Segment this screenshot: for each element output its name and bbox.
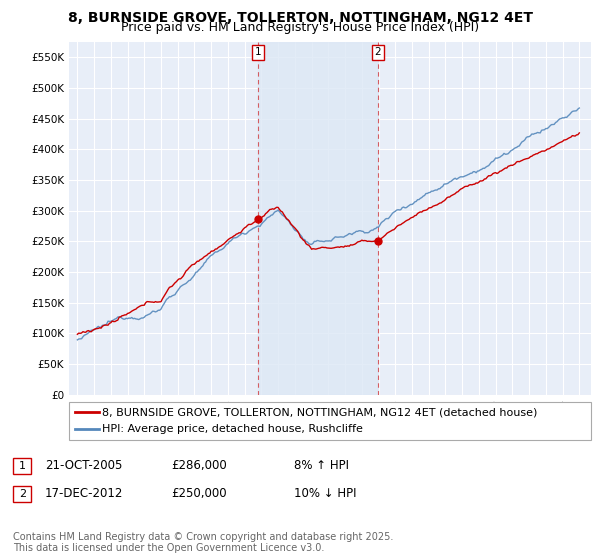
Text: 8, BURNSIDE GROVE, TOLLERTON, NOTTINGHAM, NG12 4ET (detached house): 8, BURNSIDE GROVE, TOLLERTON, NOTTINGHAM… xyxy=(102,407,538,417)
Text: £250,000: £250,000 xyxy=(171,487,227,501)
Text: 17-DEC-2012: 17-DEC-2012 xyxy=(45,487,124,501)
Text: Price paid vs. HM Land Registry's House Price Index (HPI): Price paid vs. HM Land Registry's House … xyxy=(121,21,479,34)
Text: 8% ↑ HPI: 8% ↑ HPI xyxy=(294,459,349,473)
Text: 8, BURNSIDE GROVE, TOLLERTON, NOTTINGHAM, NG12 4ET: 8, BURNSIDE GROVE, TOLLERTON, NOTTINGHAM… xyxy=(67,11,533,25)
Text: 1: 1 xyxy=(19,461,26,471)
Text: £286,000: £286,000 xyxy=(171,459,227,473)
Text: 21-OCT-2005: 21-OCT-2005 xyxy=(45,459,122,473)
Text: 2: 2 xyxy=(374,48,381,58)
Text: 10% ↓ HPI: 10% ↓ HPI xyxy=(294,487,356,501)
Text: 2: 2 xyxy=(19,489,26,499)
Text: Contains HM Land Registry data © Crown copyright and database right 2025.
This d: Contains HM Land Registry data © Crown c… xyxy=(13,531,394,553)
Text: 1: 1 xyxy=(255,48,262,58)
Bar xyxy=(258,42,377,395)
Text: HPI: Average price, detached house, Rushcliffe: HPI: Average price, detached house, Rush… xyxy=(102,424,363,434)
